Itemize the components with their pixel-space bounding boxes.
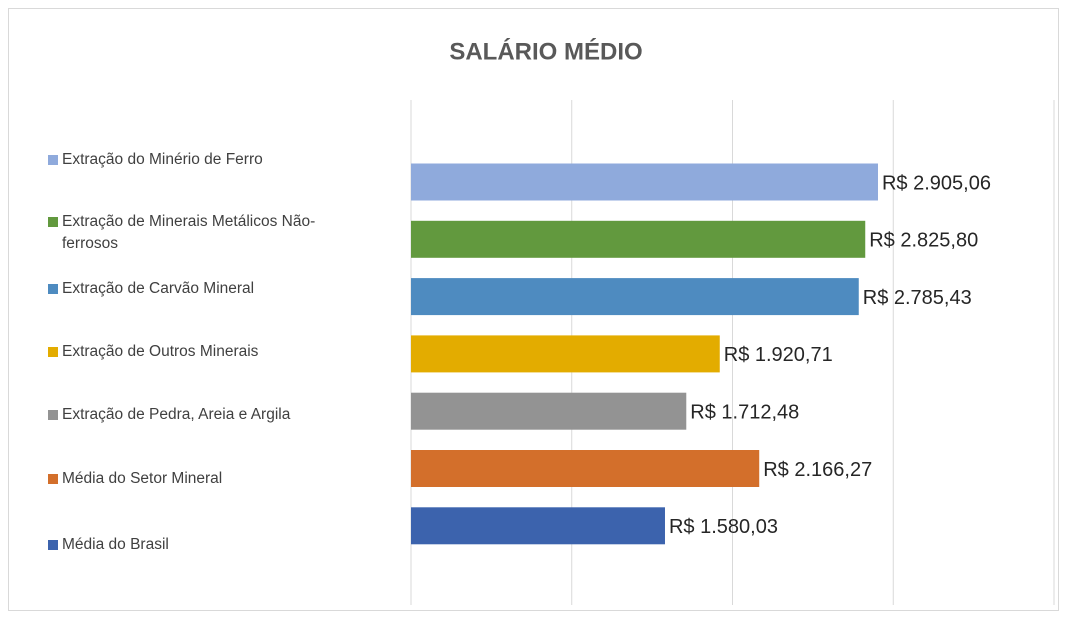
data-label: R$ 2.166,27 <box>763 459 872 481</box>
data-label: R$ 1.712,48 <box>690 401 799 423</box>
data-label: R$ 2.905,06 <box>882 172 991 194</box>
legend-item: Média do Brasil <box>48 534 348 556</box>
bar <box>411 450 760 487</box>
bar <box>411 392 687 430</box>
bar <box>411 220 866 258</box>
data-label: R$ 2.825,80 <box>869 230 978 252</box>
bar <box>411 335 720 373</box>
legend-item: Extração de Minerais Metálicos Não-ferro… <box>48 211 348 255</box>
bar <box>411 507 665 545</box>
bar <box>411 163 878 201</box>
legend-label: Média do Brasil <box>62 536 169 553</box>
legend-item: Média do Setor Mineral <box>48 468 348 490</box>
legend-label: Extração de Pedra, Areia e Argila <box>62 406 291 423</box>
legend-swatch <box>48 217 58 227</box>
legend-item: Extração de Outros Minerais <box>48 341 348 363</box>
legend-label: Extração do Minério de Ferro <box>62 151 263 168</box>
data-label: R$ 1.920,71 <box>724 344 833 366</box>
legend-item: Extração do Minério de Ferro <box>48 149 348 171</box>
legend-swatch <box>48 284 58 294</box>
legend-label: Média do Setor Mineral <box>62 470 223 487</box>
legend-item: Extração de Pedra, Areia e Argila <box>48 404 348 426</box>
legend-label: Extração de Carvão Mineral <box>62 280 255 297</box>
legend-swatch <box>48 155 58 165</box>
chart-title: SALÁRIO MÉDIO <box>449 37 642 65</box>
legend-item: Extração de Carvão Mineral <box>48 278 348 300</box>
bar <box>411 278 859 316</box>
data-label: R$ 1.580,03 <box>669 516 778 538</box>
legend-swatch <box>48 540 58 550</box>
legend-swatch <box>48 347 58 357</box>
legend-swatch <box>48 474 58 484</box>
legend-label: Extração de Minerais Metálicos Não-ferro… <box>62 213 316 252</box>
legend-swatch <box>48 410 58 420</box>
data-label: R$ 2.785,43 <box>863 287 972 309</box>
legend-label: Extração de Outros Minerais <box>62 343 259 360</box>
